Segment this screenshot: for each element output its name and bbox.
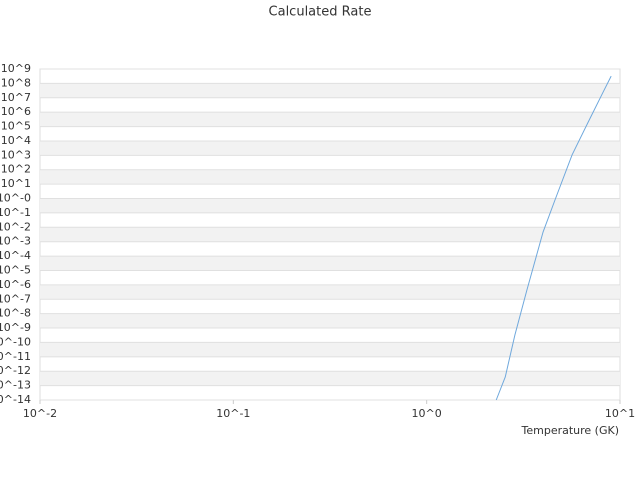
y-tick-label: 10^-13 xyxy=(0,379,31,392)
y-tick-label: 10^-3 xyxy=(0,235,31,248)
grid-band xyxy=(40,313,620,329)
y-tick-label: 10^-14 xyxy=(0,393,31,406)
y-tick-label: 10^2 xyxy=(1,163,31,176)
grid-band xyxy=(40,256,620,271)
grid-band xyxy=(40,342,620,357)
grid-band xyxy=(40,169,620,185)
chart-title: Calculated Rate xyxy=(269,5,372,20)
grid-band xyxy=(40,112,620,127)
y-tick-label: 10^-10 xyxy=(0,335,31,348)
y-tick-label: 10^9 xyxy=(1,62,31,75)
x-tick-label: 10^-1 xyxy=(216,407,250,420)
x-axis-label: Temperature (GK) xyxy=(521,424,620,437)
grid-band xyxy=(40,83,620,98)
y-tick-label: 10^-11 xyxy=(0,350,31,363)
y-tick-label: 10^-0 xyxy=(0,192,31,205)
grid-band xyxy=(40,198,620,213)
y-tick-label: 10^-7 xyxy=(0,292,31,305)
grid-band xyxy=(40,284,620,300)
grid-band xyxy=(40,371,620,386)
grid-band xyxy=(40,140,620,156)
y-tick-label: 10^-6 xyxy=(0,278,31,291)
grid-band xyxy=(40,227,620,242)
y-tick-label: 10^-5 xyxy=(0,263,31,276)
y-tick-label: 10^-4 xyxy=(0,249,31,262)
y-tick-label: 10^-2 xyxy=(0,220,31,233)
y-tick-label: 10^3 xyxy=(1,148,31,161)
y-tick-label: 10^6 xyxy=(1,105,31,118)
y-tick-label: 10^-9 xyxy=(0,321,31,334)
y-tick-label: 10^-1 xyxy=(0,206,31,219)
x-tick-label: 10^0 xyxy=(412,407,442,420)
y-tick-label: 10^4 xyxy=(1,134,31,147)
y-tick-label: 10^7 xyxy=(1,91,31,104)
data-line xyxy=(495,75,612,401)
y-tick-label: 10^1 xyxy=(1,177,31,190)
y-tick-label: 10^-12 xyxy=(0,364,31,377)
y-tick-label: 10^-8 xyxy=(0,307,31,320)
x-tick-label: 10^1 xyxy=(605,407,635,420)
y-tick-label: 10^5 xyxy=(1,120,31,133)
y-tick-label: 10^8 xyxy=(1,76,31,89)
x-tick-label: 10^-2 xyxy=(23,407,57,420)
